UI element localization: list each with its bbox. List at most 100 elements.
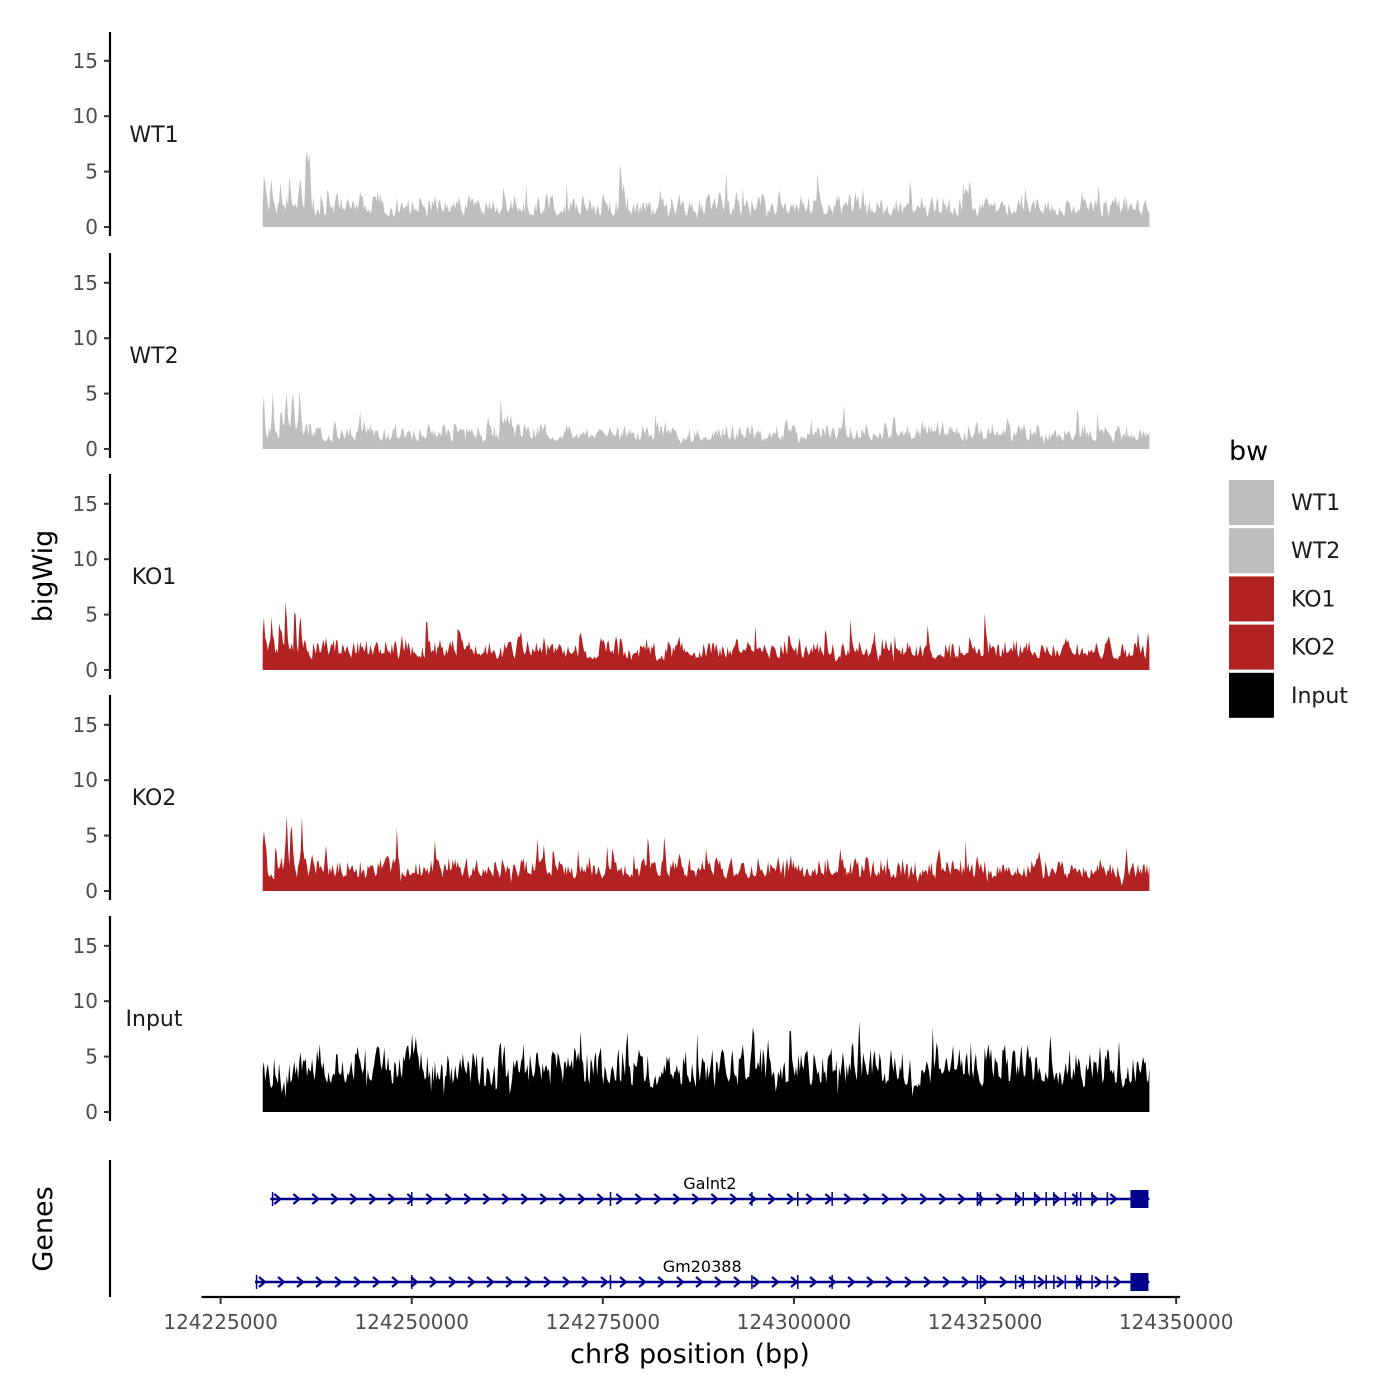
strand-arrow [1090,1193,1100,1205]
y-tick-label: 5 [85,160,98,184]
strand-arrow [296,1276,305,1288]
y-tick-label: 10 [73,326,98,350]
y-tick-label: 10 [73,768,98,792]
strand-arrow [676,1276,685,1288]
strand-arrow [976,1193,986,1205]
y-tick-label: 15 [73,713,98,737]
legend-swatch-wt1 [1229,480,1274,525]
track-label: WT2 [129,344,178,369]
strand-arrow [942,1276,951,1288]
strand-arrow [1033,1193,1043,1205]
legend-swatch-ko2 [1229,624,1274,670]
strand-arrow [444,1193,454,1205]
utr-block [1130,1273,1149,1291]
strand-arrow [353,1276,362,1288]
strand-arrow [885,1276,894,1288]
x-tick-label: 124325000 [928,1310,1043,1334]
strand-arrow [349,1193,359,1205]
gene-galnt2: Galnt2 [270,1174,1150,1208]
strand-arrow [771,1276,780,1288]
y-tick-label: 15 [73,49,98,73]
strand-arrow [1018,1276,1027,1288]
track-wt1: 0 5 10 15 WT1 [73,32,1150,239]
strand-arrow [1056,1276,1065,1288]
genes-axis-title: Genes [28,1186,59,1271]
strand-arrow [1052,1193,1062,1205]
y-tick-label: 10 [73,547,98,571]
y-tick-label: 0 [85,215,98,239]
signal-area-wt1 [262,151,1150,227]
track-input: 0 5 10 15 Input [73,916,1150,1124]
strand-arrow [619,1276,628,1288]
gene-label: Gm20388 [663,1257,742,1276]
y-tick-label: 0 [85,658,98,682]
legend-label-ko1: KO1 [1291,587,1336,612]
y-tick-label: 5 [85,382,98,406]
strand-arrow [520,1193,530,1205]
strand-arrow [980,1276,989,1288]
legend-label-input: Input [1291,684,1348,709]
signal-area-input [262,1021,1150,1112]
strand-arrow [406,1193,416,1205]
signal-area-ko1 [262,601,1150,670]
legend-swatch-ko1 [1229,576,1274,622]
strand-arrow [463,1193,473,1205]
strand-arrow [638,1276,647,1288]
track-label: KO1 [132,565,177,590]
y-tick-label: 0 [85,1100,98,1124]
strand-arrow [809,1276,818,1288]
y-tick-label: 15 [73,492,98,516]
y-tick-label: 0 [85,879,98,903]
strand-arrow [786,1193,796,1205]
strand-arrow [315,1276,324,1288]
strand-arrow [653,1193,663,1205]
strand-arrow [919,1193,929,1205]
strand-arrow [828,1276,837,1288]
strand-arrow [1075,1276,1084,1288]
strand-arrow [524,1276,533,1288]
y-tick-label: 0 [85,437,98,461]
legend: bw WT1 WT2 KO1 KO2 Input [1229,436,1348,718]
strand-arrow [714,1276,723,1288]
track-ko2: 0 5 10 15 KO2 [73,695,1150,903]
strand-arrow [486,1276,495,1288]
track-label: KO2 [132,786,177,811]
strand-arrow [710,1193,720,1205]
strand-arrow [847,1276,856,1288]
strand-arrow [425,1193,435,1205]
utr-block [1130,1190,1149,1208]
strand-arrow [1071,1193,1081,1205]
strand-arrow [767,1193,777,1205]
strand-arrow [691,1193,701,1205]
strand-arrow [672,1193,682,1205]
strand-arrow [501,1193,511,1205]
strand-arrow [999,1276,1008,1288]
track-label: WT1 [129,123,178,148]
strand-arrow [391,1276,400,1288]
legend-title: bw [1229,436,1268,467]
y-axis-title: bigWig [28,530,59,623]
strand-arrow [372,1276,381,1288]
strand-arrow [558,1193,568,1205]
signal-area-wt2 [262,391,1150,449]
x-axis: 124225000 124250000 124275000 124300000 1243… [163,1295,1233,1334]
strand-arrow [467,1276,476,1288]
strand-arrow [995,1193,1005,1205]
strand-arrow [277,1276,286,1288]
signal-tracks: 0 5 10 15 WT1 0 5 10 15 WT2 0 5 10 15 KO1 0 5 10 15 KO2 0 5 10… [73,32,1150,1124]
strand-arrow [581,1276,590,1288]
strand-arrow [505,1276,514,1288]
strand-arrow [843,1193,853,1205]
track-label: Input [126,1007,183,1032]
strand-arrow [923,1276,932,1288]
x-tick-label: 124300000 [737,1310,852,1334]
strand-arrow [862,1193,872,1205]
strand-arrow [961,1276,970,1288]
strand-arrow [543,1276,552,1288]
strand-arrow [695,1276,704,1288]
strand-arrow [634,1193,644,1205]
x-tick-label: 124275000 [546,1310,661,1334]
strand-arrow [615,1193,625,1205]
strand-arrow [824,1193,834,1205]
